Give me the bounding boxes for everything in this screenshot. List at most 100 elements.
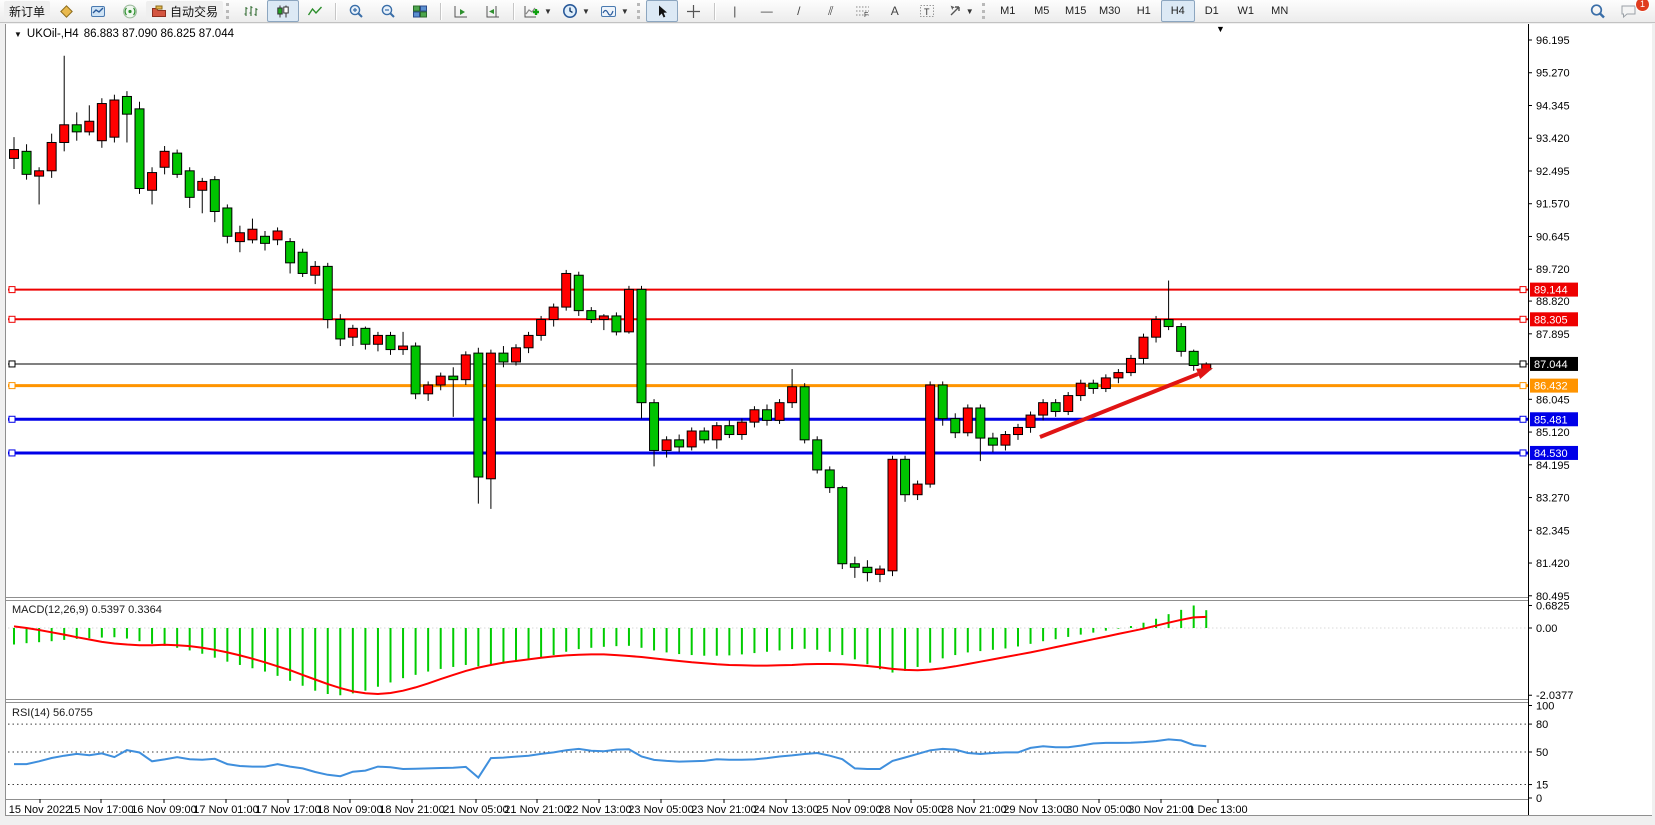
- candle-bearish: [385, 334, 396, 351]
- bar-chart-button[interactable]: [235, 0, 267, 22]
- candle-bullish: [247, 228, 258, 241]
- level-handle-right[interactable]: [1519, 315, 1527, 323]
- new-order-button[interactable]: 新订单: [4, 1, 51, 21]
- templates-button[interactable]: ▼: [595, 0, 634, 22]
- new-chart-icon: [59, 4, 73, 18]
- candle-bullish: [536, 318, 547, 336]
- level-handle-right[interactable]: [1519, 449, 1527, 457]
- trendline-icon: /: [797, 4, 801, 18]
- timeframe-button-M1[interactable]: M1: [1000, 5, 1016, 17]
- hline-icon: —: [760, 4, 773, 18]
- candle-bearish: [573, 274, 584, 312]
- chart-ohlc-values: 86.883 87.090 86.825 87.044: [83, 28, 234, 40]
- level-handle-left[interactable]: [8, 382, 16, 390]
- text-tool-button[interactable]: A: [879, 0, 911, 22]
- price-axis-label: 85.120: [1536, 427, 1570, 439]
- level-handle-left[interactable]: [8, 449, 16, 457]
- candle-bullish: [159, 150, 170, 168]
- signal-icon: [123, 4, 137, 18]
- level-handle-left[interactable]: [8, 360, 16, 368]
- chart-shift-icon: [486, 5, 500, 17]
- dropdown-marker-icon[interactable]: ▼: [1216, 24, 1225, 34]
- toolbar-grip: [981, 3, 988, 19]
- crosshair-icon: [687, 4, 701, 18]
- candle-bullish: [109, 99, 120, 138]
- level-handle-left[interactable]: [8, 415, 16, 423]
- candle-bullish: [347, 327, 358, 338]
- new-chart-button[interactable]: [50, 0, 82, 22]
- chart-collapse-icon[interactable]: ▼: [14, 29, 22, 39]
- zoom-out-button[interactable]: [372, 0, 404, 22]
- trendline-tool-button[interactable]: /: [783, 0, 815, 22]
- indicators-icon: [524, 5, 540, 17]
- arrows-tool-button[interactable]: ▼: [943, 0, 979, 22]
- hline-tool-button[interactable]: —: [751, 0, 783, 22]
- level-price-badge: [1530, 282, 1578, 297]
- candle-bearish: [71, 124, 82, 133]
- cursor-tool-button[interactable]: [645, 0, 678, 22]
- timeframe-button-W1[interactable]: W1: [1237, 5, 1254, 17]
- trend-arrow-head[interactable]: [1196, 368, 1213, 379]
- timeframe-button-M30[interactable]: M30: [1099, 5, 1121, 17]
- trend-arrow-line[interactable]: [1039, 372, 1199, 439]
- price-axis-label: 91.570: [1536, 199, 1570, 211]
- timeframe-button-H1[interactable]: H1: [1136, 5, 1151, 17]
- candlestick-chart-button[interactable]: [267, 0, 300, 22]
- notifications-button[interactable]: 1: [1613, 0, 1650, 22]
- time-axis-label: 23 Nov 21:00: [691, 804, 756, 816]
- candle-bullish: [1013, 426, 1023, 436]
- candle-bullish: [1038, 402, 1049, 416]
- candle-bullish: [1125, 357, 1136, 374]
- candle-bullish: [310, 265, 321, 276]
- cursor-icon: [658, 5, 667, 17]
- arrows-caret-icon: ▼: [965, 6, 974, 16]
- timeframe-button-D1[interactable]: D1: [1204, 5, 1219, 17]
- candle-bullish: [9, 149, 19, 159]
- line-chart-button[interactable]: [299, 0, 331, 22]
- candle-bearish: [1088, 382, 1099, 390]
- candle-bullish: [485, 352, 496, 480]
- time-axis-label: 18 Nov 09:00: [317, 804, 382, 816]
- timeframe-button-MN[interactable]: MN: [1271, 5, 1289, 17]
- chart-shift-button[interactable]: [477, 0, 509, 22]
- svg-text:T: T: [924, 7, 930, 17]
- vline-tool-button[interactable]: |: [719, 0, 751, 22]
- zoom-in-button[interactable]: [340, 0, 372, 22]
- timeframe-button-H4[interactable]: H4: [1160, 0, 1195, 22]
- level-handle-right[interactable]: [1519, 415, 1527, 423]
- profiles-button[interactable]: [82, 0, 114, 22]
- indicators-button[interactable]: ▼: [518, 0, 557, 22]
- timeframe-button-M5[interactable]: M5: [1034, 5, 1050, 17]
- channel-tool-button[interactable]: ⫽: [815, 0, 847, 22]
- candle-bearish: [285, 241, 296, 264]
- fibonacci-tool-button[interactable]: F: [847, 0, 879, 22]
- time-axis-label: 25 Nov 09:00: [816, 804, 881, 816]
- level-handle-right[interactable]: [1519, 382, 1527, 390]
- candle-bearish: [222, 207, 233, 237]
- price-axis-label: 96.195: [1536, 35, 1570, 47]
- price-axis-label: 84.195: [1536, 460, 1570, 472]
- autotrading-button[interactable]: 自动交易: [146, 1, 224, 21]
- text-label-tool-button[interactable]: T: [911, 0, 943, 22]
- signal-button[interactable]: [114, 0, 146, 22]
- candle-bullish: [962, 407, 973, 434]
- candle-bearish: [900, 458, 911, 496]
- tile-windows-button[interactable]: [404, 0, 436, 22]
- periods-button[interactable]: ▼: [557, 0, 595, 22]
- level-handle-left[interactable]: [8, 315, 16, 323]
- crosshair-tool-button[interactable]: [678, 0, 710, 22]
- search-button[interactable]: [1581, 0, 1613, 22]
- channel-icon: ⫽: [828, 4, 834, 18]
- price-axis-label: 81.420: [1536, 558, 1570, 570]
- auto-scroll-button[interactable]: [445, 0, 477, 22]
- toolbar-separator: [513, 2, 515, 20]
- candle-bearish: [674, 439, 685, 448]
- level-handle-right[interactable]: [1519, 286, 1527, 294]
- level-handle-right[interactable]: [1519, 360, 1527, 368]
- timeframe-button-M15[interactable]: M15: [1065, 5, 1087, 17]
- candle-bullish: [623, 288, 634, 333]
- level-handle-left[interactable]: [8, 286, 16, 294]
- candle-bearish: [950, 418, 961, 434]
- toolbar-grip: [226, 3, 232, 19]
